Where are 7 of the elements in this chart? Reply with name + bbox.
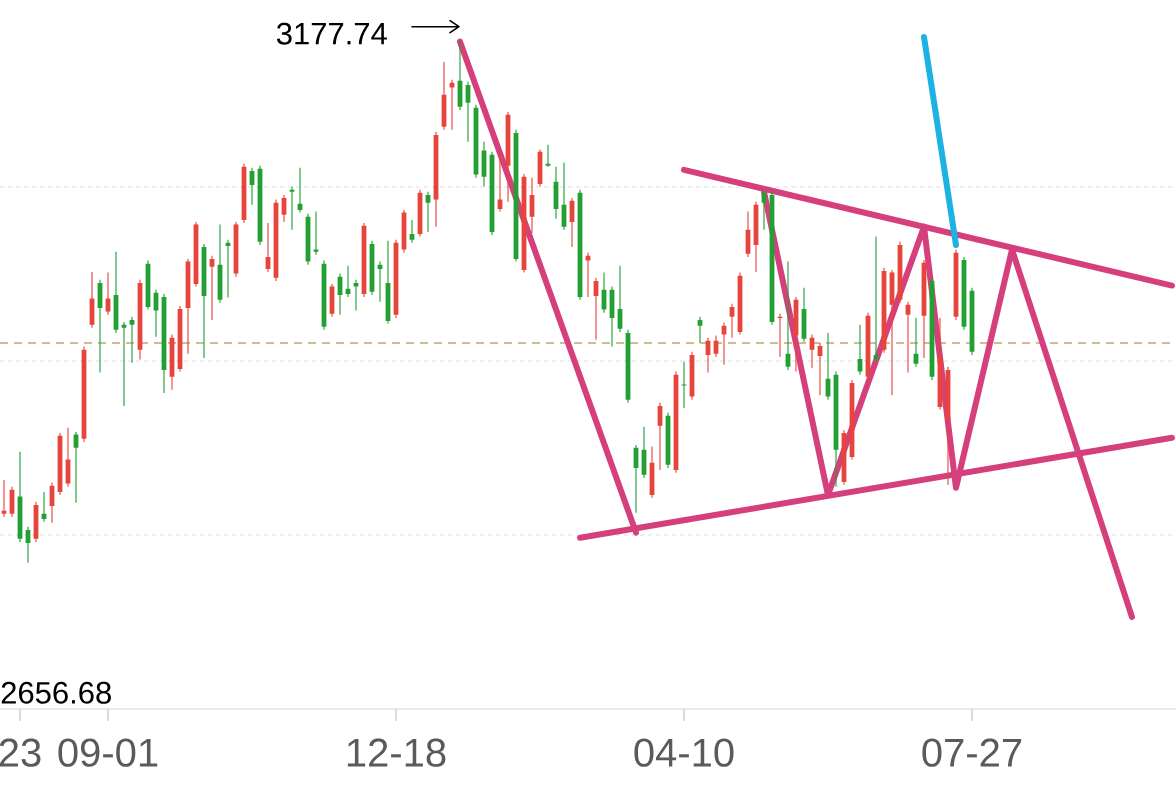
x-tick-label: 09-01 [58,738,158,767]
x-tick-label: 04-10 [634,738,734,767]
x-tick-label: 23 [0,738,41,767]
annotation: 3177.74 [276,22,387,45]
x-tick-label: 07-27 [922,738,1022,767]
text: 2656.68 [1,681,111,704]
x-tick-label: 12-18 [347,738,446,767]
